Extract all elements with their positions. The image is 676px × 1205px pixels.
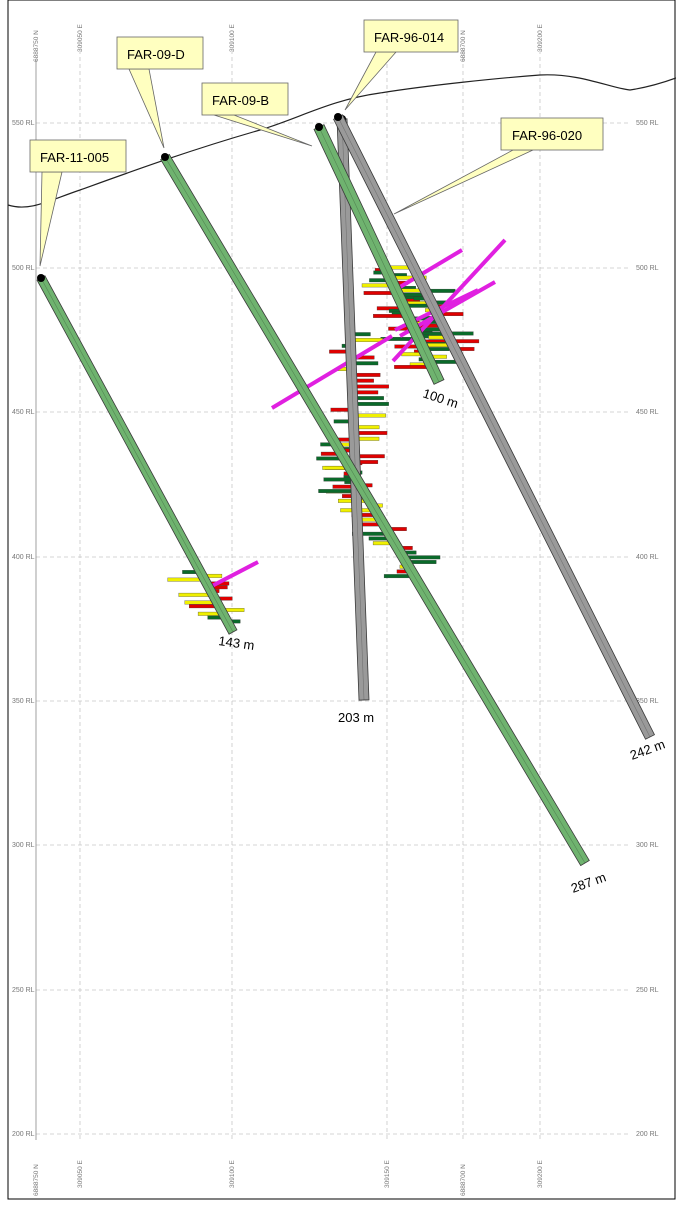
rl-label: 250 RL xyxy=(12,987,35,994)
northing-label: 6888750 N xyxy=(33,1164,40,1196)
hole-id-label: FAR-09-B xyxy=(212,93,269,108)
assay-bar xyxy=(318,489,357,493)
drill-hole-trace-centre xyxy=(318,126,440,383)
easting-label: 309200 E xyxy=(537,1160,544,1188)
collar-marker xyxy=(37,274,45,282)
rl-label: 450 RL xyxy=(12,409,35,416)
section-frame xyxy=(7,0,676,1200)
easting-gridlines xyxy=(79,50,541,1140)
magenta-interval xyxy=(209,560,259,589)
coord-labels-bottom: 6888750 N 309050 E 309100 E 309150 E 688… xyxy=(33,1160,544,1196)
callout-pointer xyxy=(213,114,313,147)
collar-marker xyxy=(315,123,323,131)
rl-label: 200 RL xyxy=(636,1131,659,1138)
rl-label: 400 RL xyxy=(12,554,35,561)
hole-id-label: FAR-96-020 xyxy=(512,128,582,143)
rl-label: 250 RL xyxy=(636,987,659,994)
rl-label: 400 RL xyxy=(636,554,659,561)
rl-label: 300 RL xyxy=(636,842,659,849)
magenta-interval xyxy=(270,334,394,410)
magenta-interval xyxy=(391,238,507,363)
rl-label: 350 RL xyxy=(636,698,659,705)
hole-callouts: FAR-11-005 FAR-09-D FAR-09-B FAR-96-014 FAR-… xyxy=(29,19,604,267)
assay-intervals xyxy=(167,238,507,624)
rl-label: 500 RL xyxy=(12,265,35,272)
rl-label: 300 RL xyxy=(12,842,35,849)
rl-label: 550 RL xyxy=(636,120,659,127)
hole-id-label: FAR-11-005 xyxy=(40,150,109,165)
drill-hole-trace-centre xyxy=(164,156,586,864)
northing-label: 6888700 N xyxy=(460,30,467,62)
easting-label: 309050 E xyxy=(77,24,84,52)
northing-label: 6888700 N xyxy=(460,1164,467,1196)
hole-callout-box xyxy=(500,117,604,151)
hole-id-label: FAR-96-014 xyxy=(374,30,444,45)
drill-hole-trace-centre xyxy=(40,277,234,633)
callout-pointer xyxy=(393,149,534,215)
hole-depth-label: 242 m xyxy=(628,736,667,762)
collar-marker xyxy=(334,113,342,121)
drill-hole-trace-centre xyxy=(341,118,365,701)
drill-hole-trace-centre xyxy=(337,116,651,738)
easting-label: 309150 E xyxy=(384,1160,391,1188)
easting-label: 309100 E xyxy=(229,1160,236,1188)
hole-depth-label: 203 m xyxy=(338,710,374,725)
hole-callout-box xyxy=(363,19,459,53)
northing-label: 6888750 N xyxy=(33,30,40,62)
hole-depth-label: 100 m xyxy=(421,386,460,411)
callout-pointer xyxy=(39,171,63,267)
callout-pointer xyxy=(128,68,165,149)
hole-id-label: FAR-09-D xyxy=(127,47,185,62)
coord-labels-top: 6888750 N 309050 E 309100 E 309150 E 688… xyxy=(33,24,544,62)
rl-label: 500 RL xyxy=(636,265,659,272)
topography-line xyxy=(7,74,676,208)
easting-label: 309200 E xyxy=(537,24,544,52)
drill-holes xyxy=(36,113,656,867)
easting-label: 309050 E xyxy=(77,1160,84,1188)
rl-label: 450 RL xyxy=(636,409,659,416)
rl-label: 350 RL xyxy=(12,698,35,705)
hole-callout-box xyxy=(29,139,127,173)
magenta-interval xyxy=(393,248,464,292)
callout-pointer xyxy=(344,51,397,111)
assay-bar xyxy=(351,384,389,389)
rl-gridlines xyxy=(36,122,630,1135)
hole-depth-label: 143 m xyxy=(218,633,256,653)
rl-label: 550 RL xyxy=(12,120,35,127)
hole-callout-box xyxy=(116,36,204,70)
rl-label: 200 RL xyxy=(12,1131,35,1138)
collar-marker xyxy=(161,153,169,161)
rl-labels-right: 550 RL 500 RL 450 RL 400 RL 350 RL 300 R… xyxy=(636,120,659,1138)
hole-depth-label: 287 m xyxy=(569,869,608,895)
easting-label: 309100 E xyxy=(229,24,236,52)
rl-labels-left: 550 RL 500 RL 450 RL 400 RL 350 RL 300 R… xyxy=(12,120,35,1138)
hole-callout-box xyxy=(201,82,289,116)
